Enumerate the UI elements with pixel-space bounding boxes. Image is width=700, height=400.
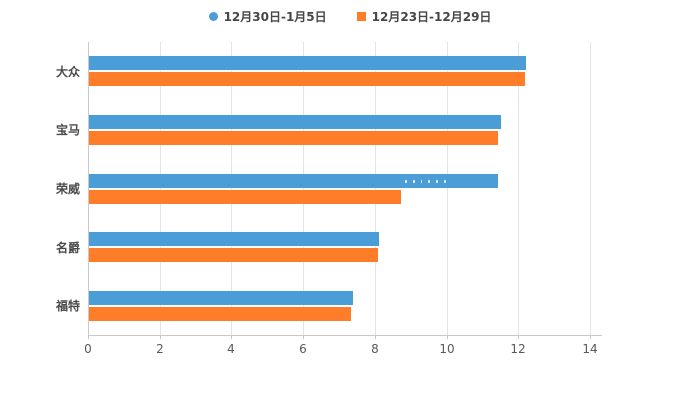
- bar-series1-宝马[interactable]: [89, 131, 498, 145]
- x-tick-label: 6: [299, 342, 307, 356]
- category-label: 名爵: [55, 240, 80, 255]
- legend-label: 12月23日-12月29日: [371, 10, 492, 24]
- category-label: 荣威: [55, 181, 80, 196]
- plot-area: 0 2 4 6 8 10 12 14 大众宝马荣威名爵福特: [56, 42, 602, 356]
- x-tick-mark: [518, 335, 519, 339]
- x-tick-mark: [303, 335, 304, 339]
- bar-series1-福特[interactable]: [89, 307, 351, 321]
- gridline: [518, 42, 519, 335]
- gridline: [303, 42, 304, 335]
- x-tick-mark: [160, 335, 161, 339]
- x-tick-mark: [447, 335, 448, 339]
- x-tick-label: 8: [371, 342, 379, 356]
- x-tick-label: 0: [84, 342, 92, 356]
- x-tick-label: 10: [439, 342, 455, 356]
- gridline: [590, 42, 591, 335]
- category-label: 宝马: [55, 123, 80, 138]
- x-tick-label: 14: [582, 342, 598, 356]
- legend-label: 12月30日-1月5日: [223, 10, 327, 24]
- legend-marker-square-icon: [356, 12, 366, 21]
- gridline: [375, 42, 376, 335]
- category-label: 大众: [55, 64, 80, 79]
- legend-marker-circle-icon: [208, 12, 218, 21]
- gridline: [160, 42, 161, 335]
- x-tick-label: 12: [510, 342, 526, 356]
- x-tick-mark: [375, 335, 376, 339]
- bar-series1-大众[interactable]: [89, 72, 525, 86]
- bar-series0-大众[interactable]: [89, 56, 526, 70]
- bar-series0-名爵[interactable]: [89, 232, 379, 246]
- gridline: [447, 42, 448, 335]
- x-tick-mark: [88, 335, 89, 339]
- bar-series0-荣威[interactable]: [89, 174, 498, 188]
- legend-item-0[interactable]: 12月30日-1月5日: [208, 8, 327, 25]
- x-tick-label: 4: [227, 342, 235, 356]
- bar-series0-福特[interactable]: [89, 291, 353, 305]
- bar-series1-荣威[interactable]: [89, 190, 401, 204]
- x-tick-mark: [590, 335, 591, 339]
- x-tick-mark: [231, 335, 232, 339]
- y-axis-line: [88, 42, 89, 335]
- chart-legend: 12月30日-1月5日 12月23日-12月29日: [0, 8, 700, 25]
- bar-series0-宝马[interactable]: [89, 115, 501, 129]
- gridline: [231, 42, 232, 335]
- category-label: 福特: [55, 299, 80, 314]
- bar-series1-名爵[interactable]: [89, 248, 378, 262]
- legend-item-1[interactable]: 12月23日-12月29日: [356, 8, 492, 25]
- x-tick-label: 2: [156, 342, 164, 356]
